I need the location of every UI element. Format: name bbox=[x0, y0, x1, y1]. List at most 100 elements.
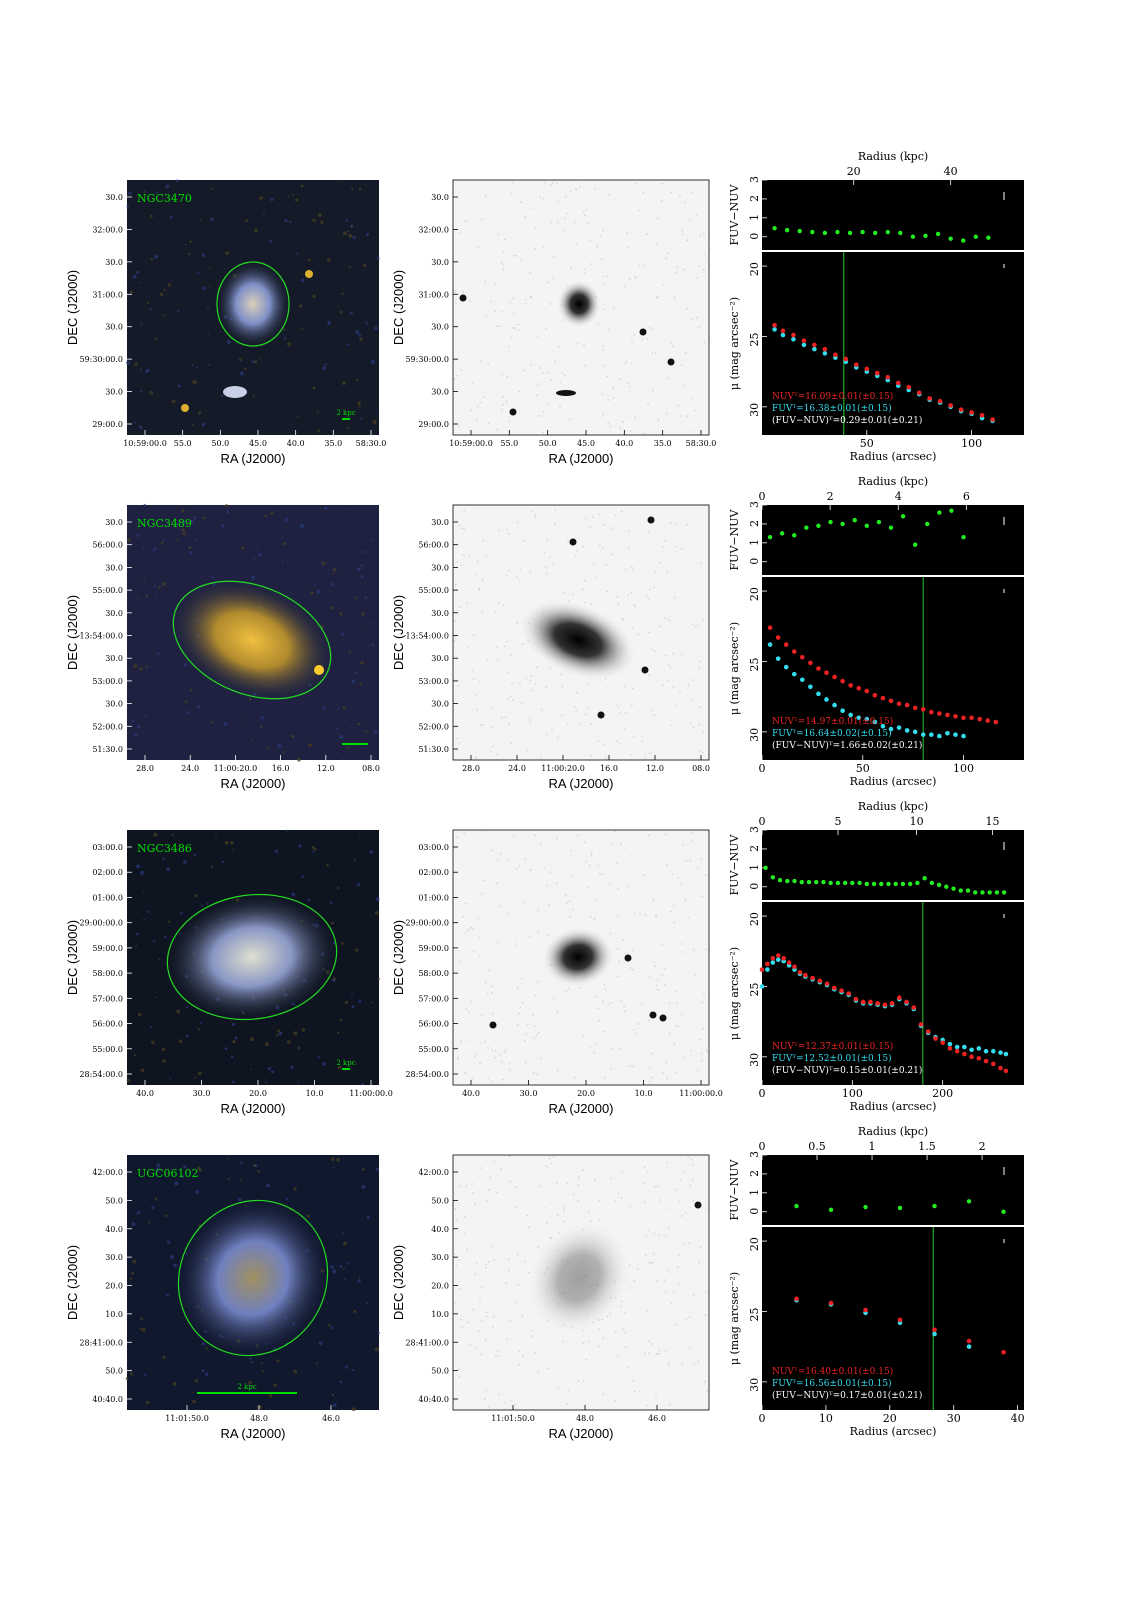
fuv-point bbox=[767, 642, 773, 647]
dec-tick-label: 30.0 bbox=[105, 323, 123, 332]
ra-tick-label: 46.0 bbox=[648, 1414, 666, 1423]
row-ngc3489: NGC3489 30.0 56:00.0 30.0 55:00.0 30.0 13:54:0… bbox=[65, 475, 1024, 791]
ra-axis-label: RA (J2000) bbox=[548, 1426, 613, 1441]
star bbox=[667, 358, 675, 366]
color-point bbox=[961, 238, 966, 243]
ra-tick-label: 20.0 bbox=[577, 1089, 595, 1098]
nuv-point bbox=[783, 642, 789, 647]
dec-tick-label: 28:41:00.0 bbox=[405, 1338, 449, 1347]
row-ngc3486: NGC3486 2 kpc 03:00.0 02:00.0 01:00.0 29:00:0… bbox=[65, 800, 1024, 1116]
dec-tick-label: 30.0 bbox=[105, 654, 123, 663]
color-tick-label: 3 bbox=[748, 1151, 761, 1158]
ra-tick-label: 16.0 bbox=[272, 764, 290, 773]
top-tick-label: 0.5 bbox=[808, 1140, 826, 1153]
nuv-point bbox=[940, 1040, 945, 1046]
x-tick-label: 10 bbox=[819, 1412, 833, 1425]
fuv-point bbox=[800, 677, 805, 683]
nuv-point bbox=[880, 695, 886, 701]
profile-plot: Radius (kpc) 20 40 FUV−NUV 0 1 2 3 μ (mag arcsec… bbox=[728, 150, 1024, 463]
nuv-point bbox=[897, 995, 902, 1001]
fuv-point bbox=[791, 336, 796, 342]
nuv-point bbox=[958, 407, 964, 412]
fuv-point bbox=[928, 732, 934, 737]
nuv-point bbox=[1003, 1068, 1009, 1074]
nuv-point bbox=[860, 999, 866, 1005]
dec-tick-label: 31:00.0 bbox=[92, 290, 123, 299]
mu-panel-bg bbox=[762, 1227, 1024, 1410]
color-tick-label: 2 bbox=[748, 195, 761, 202]
gray-image-axes: 30.0 56:00.0 30.0 55:00.0 30.0 13:54:00.0 30.0… bbox=[391, 518, 710, 791]
nuv-point bbox=[977, 716, 982, 722]
x-tick-label: 100 bbox=[842, 1087, 863, 1100]
dec-axis-label: DEC (J2000) bbox=[391, 1245, 406, 1320]
nuv-point bbox=[848, 683, 853, 688]
color-point bbox=[897, 1205, 903, 1211]
top-axis-label: Radius (kpc) bbox=[858, 1125, 928, 1138]
mu-tick-label: 25 bbox=[748, 657, 761, 671]
color-point bbox=[810, 229, 815, 235]
galaxy-glow bbox=[174, 1196, 332, 1360]
color-point bbox=[893, 881, 898, 887]
color-point bbox=[1001, 1209, 1006, 1214]
color-point bbox=[814, 879, 819, 885]
ra-tick-label: 08.0 bbox=[362, 764, 380, 773]
gray-image-panel bbox=[452, 829, 710, 1086]
mu-tick-label: 20 bbox=[748, 262, 761, 276]
nuv-point bbox=[808, 660, 813, 666]
ra-tick-label: 11:00:00.0 bbox=[679, 1089, 723, 1098]
color-point bbox=[860, 229, 865, 235]
color-point bbox=[797, 228, 802, 234]
fuv-point bbox=[872, 719, 878, 725]
dec-axis-label: DEC (J2000) bbox=[65, 920, 80, 995]
color-point bbox=[840, 521, 845, 527]
top-tick-label: 0 bbox=[759, 1140, 766, 1153]
ra-tick-label: 48.0 bbox=[576, 1414, 594, 1423]
nuv-point bbox=[1001, 1349, 1006, 1355]
color-point bbox=[799, 879, 804, 885]
top-tick-label: 6 bbox=[963, 490, 970, 503]
dec-tick-label: 30.0 bbox=[105, 258, 123, 267]
mu-tick-label: 20 bbox=[748, 1237, 761, 1251]
nuv-point bbox=[874, 370, 880, 376]
dec-tick-label: 40.0 bbox=[431, 1225, 449, 1234]
color-point bbox=[923, 233, 928, 239]
nuv-point bbox=[765, 961, 770, 967]
nuv-point bbox=[937, 711, 942, 716]
star bbox=[181, 404, 189, 412]
fuv-point bbox=[864, 716, 870, 722]
dec-tick-label: 29:00.0 bbox=[418, 420, 449, 429]
ra-tick-label: 40.0 bbox=[462, 1089, 480, 1098]
nuv-point bbox=[961, 715, 966, 721]
dec-tick-label: 30.0 bbox=[431, 563, 449, 572]
color-point bbox=[770, 875, 776, 880]
fuv-point bbox=[765, 967, 770, 972]
nuv-point bbox=[853, 996, 859, 1002]
aperture-ellipse bbox=[177, 1199, 329, 1357]
top-axis-label: Radius (kpc) bbox=[858, 475, 928, 488]
dec-tick-label: 30.0 bbox=[105, 700, 123, 709]
ra-tick-label: 35.0 bbox=[324, 439, 342, 448]
nuv-point bbox=[840, 678, 845, 684]
dec-tick-label: 56:00.0 bbox=[418, 541, 449, 550]
ra-axis-label: RA (J2000) bbox=[220, 776, 285, 791]
nuv-point bbox=[832, 674, 837, 680]
nuv-point bbox=[888, 698, 894, 704]
color-point bbox=[958, 888, 963, 893]
dec-tick-label: 01:00.0 bbox=[92, 893, 123, 902]
fuv-point bbox=[990, 1048, 996, 1054]
fuv-point bbox=[783, 664, 789, 670]
nuv-point bbox=[824, 670, 829, 676]
dec-tick-label: 30.0 bbox=[431, 193, 449, 202]
dec-tick-label: 30.0 bbox=[105, 518, 123, 527]
color-panel-bg bbox=[762, 180, 1024, 250]
nuv-point bbox=[937, 398, 943, 404]
top-tick-label: 2 bbox=[979, 1140, 986, 1153]
color-axis-label: FUV−NUV bbox=[728, 183, 741, 245]
legend-color: (FUV−NUV)ᵀ=1.66±0.02(±0.21) bbox=[772, 740, 922, 751]
dec-tick-label: 30.0 bbox=[431, 654, 449, 663]
ra-tick-label: 55.0 bbox=[174, 439, 192, 448]
color-point bbox=[922, 876, 927, 881]
nuv-point bbox=[993, 719, 999, 725]
star bbox=[649, 1011, 657, 1019]
fuv-point bbox=[966, 1344, 972, 1349]
